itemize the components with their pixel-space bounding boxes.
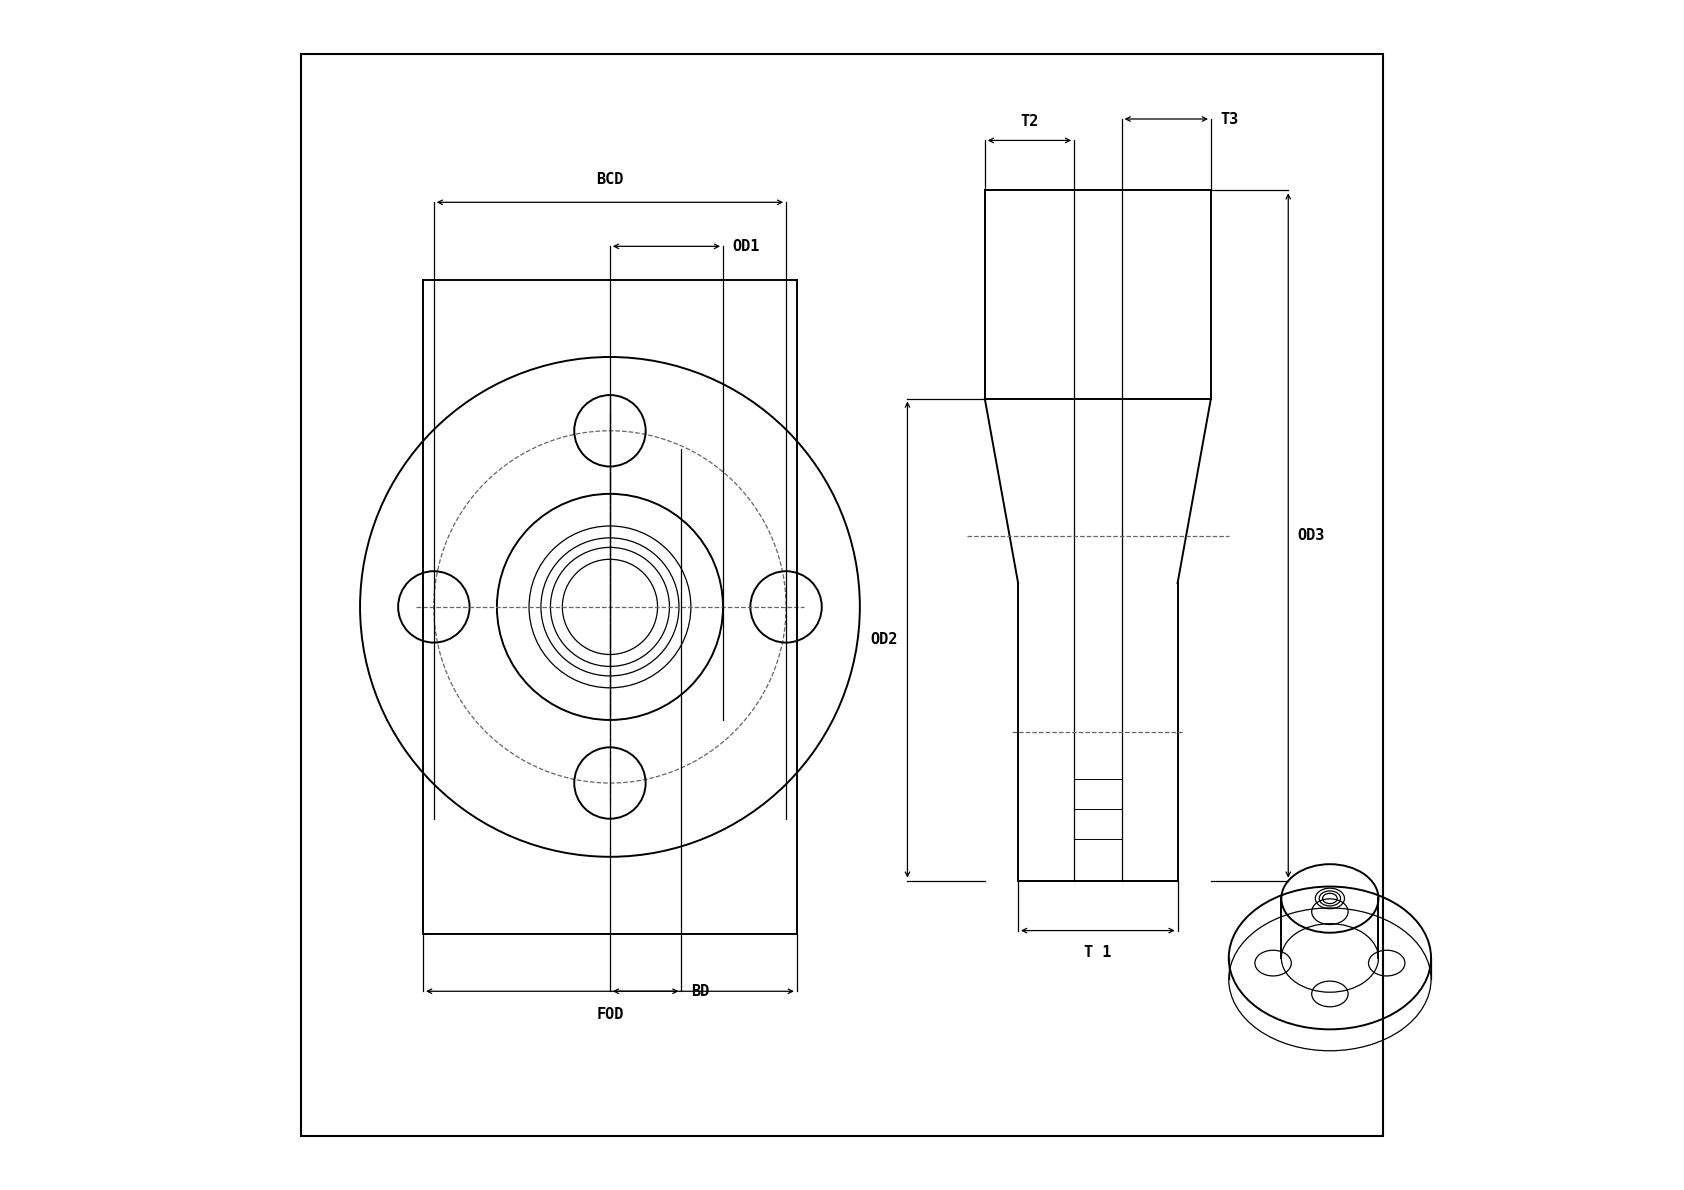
Text: BD: BD [690,984,709,998]
Text: T3: T3 [1221,112,1239,126]
Text: OD1: OD1 [733,239,759,253]
Text: OD3: OD3 [1298,528,1325,543]
Text: T 1: T 1 [1084,945,1111,960]
Text: T2: T2 [1021,113,1039,129]
Text: OD2: OD2 [871,632,898,647]
Text: BCD: BCD [596,171,623,187]
Text: FOD: FOD [596,1007,623,1022]
